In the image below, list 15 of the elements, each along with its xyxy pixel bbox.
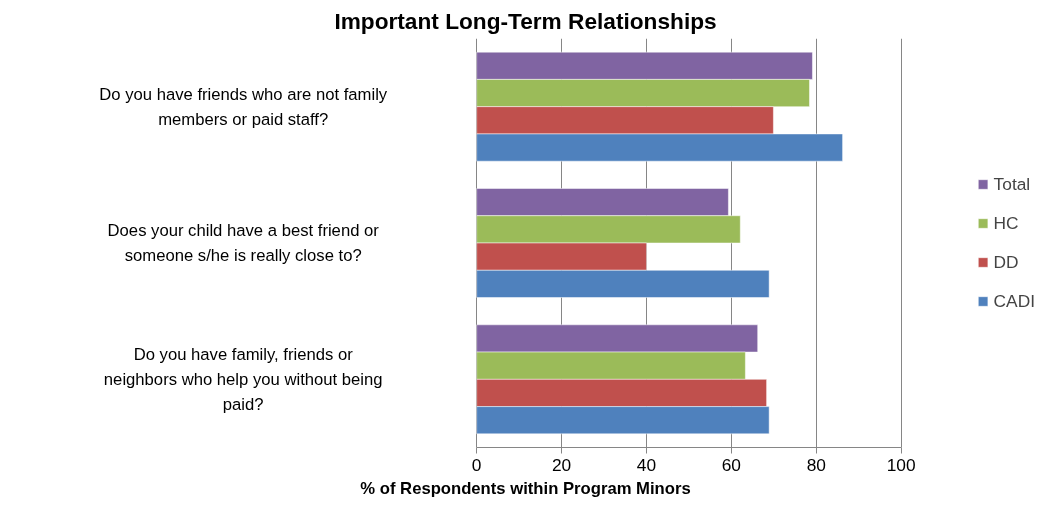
legend-label: Total — [993, 173, 1031, 195]
chart-title: Important Long-Term Relationships — [334, 7, 717, 34]
x-axis-title: % of Respondents within Program Minors — [360, 478, 691, 498]
y-tick-label: Do you have friends who are not family members or paid staff? — [99, 84, 388, 129]
x-tick-label: 40 — [636, 454, 657, 475]
x-tick-label: 60 — [721, 454, 742, 475]
legend-label: CADI — [993, 290, 1035, 312]
x-tick-label: 0 — [471, 454, 482, 475]
y-tick-label: Does your child have a best friend or someone s/he is really close to? — [107, 221, 380, 265]
legend-label: HC — [993, 212, 1019, 234]
y-tick-label: Do you have family, friends or neighbors who help you without being paid? — [103, 345, 383, 414]
x-tick-label: 20 — [551, 454, 572, 475]
x-tick-label: 100 — [886, 454, 916, 475]
legend-label: DD — [993, 251, 1019, 273]
x-tick-label: 80 — [806, 454, 826, 475]
